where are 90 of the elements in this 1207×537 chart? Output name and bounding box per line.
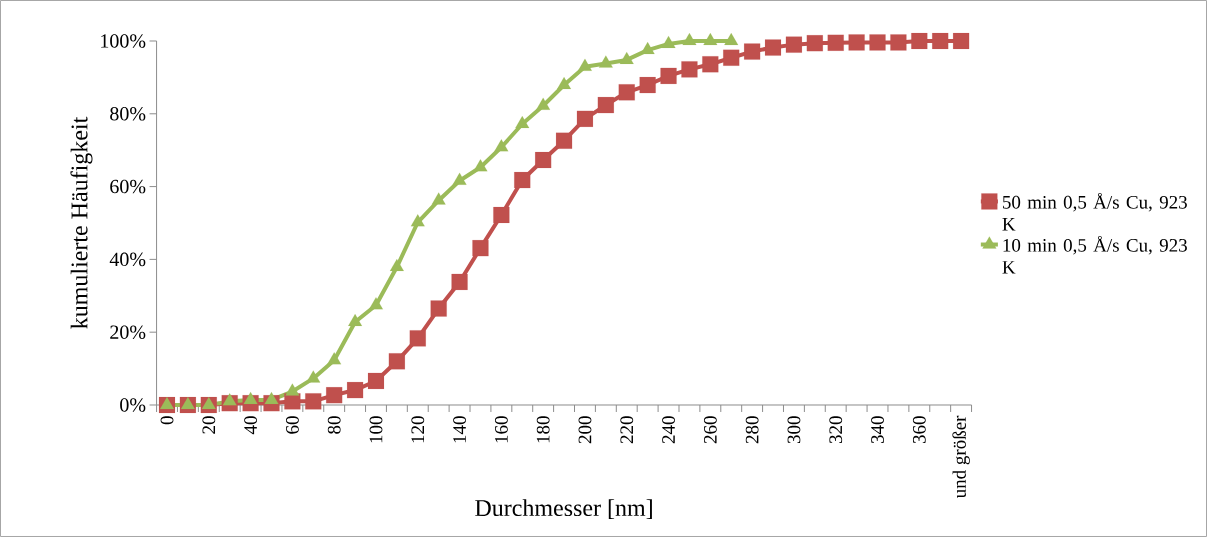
legend-label: 10 min 0,5 Å/s Cu, 923 K bbox=[1002, 235, 1187, 274]
x-tick-label: 80 bbox=[327, 416, 341, 434]
y-tick-label: 40% bbox=[109, 252, 146, 267]
x-tick-label: 200 bbox=[578, 416, 592, 444]
point bbox=[806, 35, 823, 52]
x-tick-label: und größer bbox=[952, 415, 970, 499]
point bbox=[160, 396, 174, 410]
y-axis-title: kumulierte Häufigkeit bbox=[70, 116, 93, 329]
x-tick-label: 320 bbox=[829, 416, 843, 444]
point bbox=[640, 42, 655, 55]
point bbox=[682, 32, 697, 46]
x-tick-label: 240 bbox=[662, 416, 675, 444]
point bbox=[473, 159, 488, 172]
point bbox=[890, 34, 907, 51]
point bbox=[660, 67, 677, 84]
point bbox=[785, 36, 802, 53]
x-tick-label: 160 bbox=[494, 416, 508, 443]
point bbox=[744, 43, 761, 60]
point bbox=[953, 32, 970, 50]
x-tick-label: 300 bbox=[787, 416, 801, 444]
point bbox=[431, 192, 446, 205]
point bbox=[515, 115, 530, 129]
point bbox=[619, 51, 634, 64]
point bbox=[388, 353, 405, 370]
point bbox=[369, 297, 383, 310]
point bbox=[703, 32, 718, 46]
point bbox=[827, 34, 844, 51]
point bbox=[576, 110, 594, 127]
point bbox=[848, 34, 865, 51]
point bbox=[348, 313, 363, 327]
x-axis-title: Durchmesser [nm] bbox=[475, 499, 652, 520]
point bbox=[764, 39, 782, 56]
y-tick-label: 100% bbox=[101, 34, 146, 48]
point bbox=[557, 76, 572, 90]
y-tick-label: 20% bbox=[110, 325, 146, 339]
y-tick-label: 80% bbox=[110, 107, 146, 121]
point bbox=[577, 58, 592, 71]
point bbox=[327, 352, 342, 365]
point bbox=[702, 56, 719, 73]
point bbox=[661, 35, 676, 48]
point bbox=[911, 32, 928, 50]
point bbox=[222, 393, 237, 406]
point bbox=[556, 132, 573, 149]
point bbox=[264, 391, 279, 404]
point bbox=[410, 214, 425, 227]
point bbox=[514, 171, 531, 189]
x-tick-label: 360 bbox=[912, 416, 926, 444]
point bbox=[306, 370, 321, 383]
point bbox=[201, 396, 216, 410]
x-tick-label: 140 bbox=[453, 416, 466, 443]
point bbox=[367, 372, 385, 390]
x-tick-label: 60 bbox=[285, 416, 299, 434]
point bbox=[598, 55, 613, 68]
point bbox=[430, 300, 447, 317]
point bbox=[493, 206, 510, 224]
point bbox=[180, 396, 195, 410]
point bbox=[347, 382, 364, 399]
point bbox=[285, 383, 300, 396]
x-tick-label: 0 bbox=[160, 416, 174, 425]
point bbox=[472, 240, 489, 257]
point bbox=[932, 32, 949, 50]
point bbox=[869, 34, 886, 51]
point bbox=[326, 387, 343, 404]
legend-label: 50 min 0,5 Å/s Cu, 923 K bbox=[1002, 192, 1187, 231]
point bbox=[389, 258, 404, 272]
x-tick-label: 180 bbox=[536, 416, 550, 443]
x-tick-label: 280 bbox=[745, 416, 759, 444]
point bbox=[452, 172, 467, 185]
point bbox=[305, 393, 322, 410]
point bbox=[723, 49, 740, 66]
point bbox=[681, 61, 698, 78]
x-tick-label: 260 bbox=[703, 416, 717, 444]
x-tick-label: 120 bbox=[411, 416, 425, 443]
point bbox=[409, 330, 426, 347]
point bbox=[243, 391, 258, 404]
y-tick-label: 0% bbox=[120, 398, 146, 412]
point bbox=[597, 97, 614, 114]
point bbox=[618, 84, 635, 101]
x-tick-label: 40 bbox=[244, 416, 258, 435]
point bbox=[535, 151, 552, 169]
point bbox=[494, 139, 509, 152]
point bbox=[639, 76, 656, 94]
point bbox=[451, 273, 468, 291]
x-tick-label: 340 bbox=[871, 416, 884, 444]
x-tick-label: 100 bbox=[369, 416, 383, 443]
point bbox=[724, 32, 739, 46]
x-tick-label: 20 bbox=[202, 416, 216, 434]
x-tick-label: 220 bbox=[620, 416, 634, 444]
y-tick-label: 60% bbox=[110, 179, 146, 194]
point bbox=[536, 97, 551, 110]
